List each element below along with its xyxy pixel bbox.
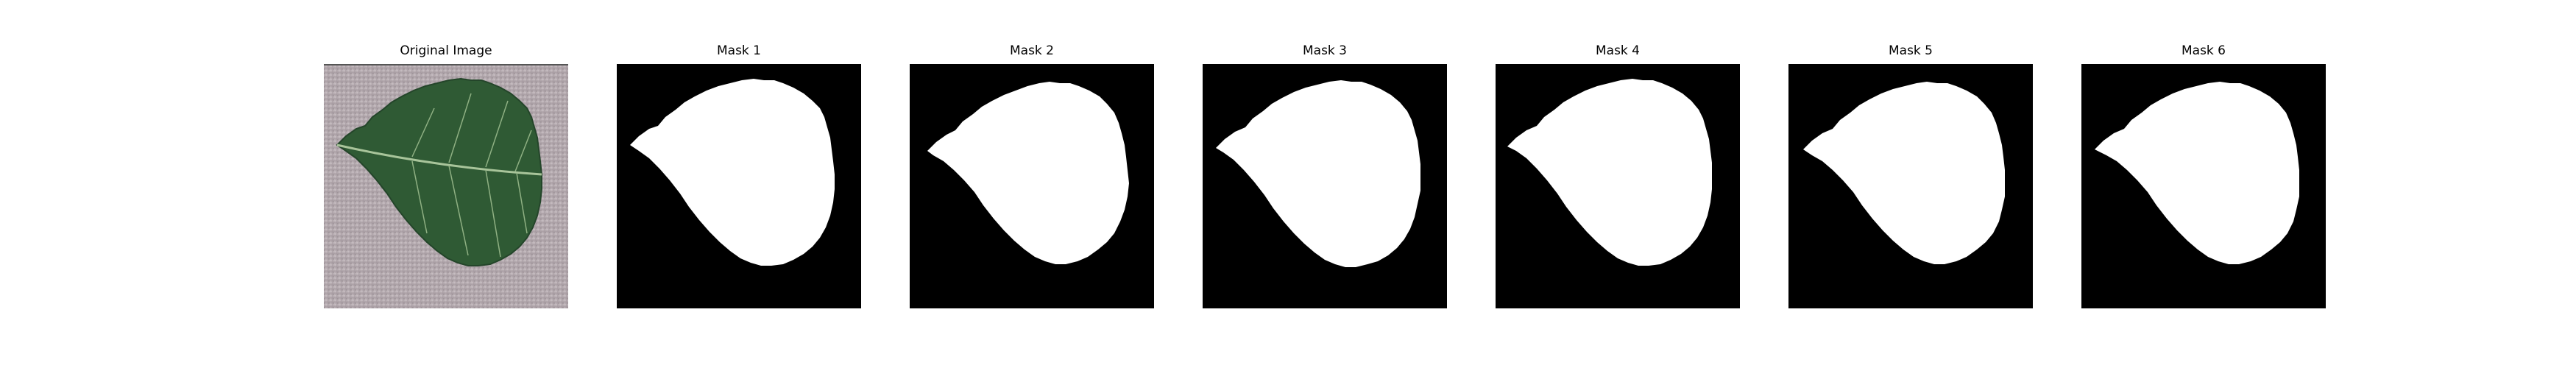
mask-5-panel: Mask 5: [1788, 0, 2033, 368]
panel-title: Mask 6: [2181, 43, 2226, 58]
mask-3-image: [1203, 64, 1447, 308]
mask-2-image: [910, 64, 1154, 308]
original-image-panel: Original Image: [324, 0, 568, 368]
mask-5-image: [1788, 64, 2033, 308]
panel-title: Original Image: [400, 43, 492, 58]
mask-3-panel: Mask 3: [1203, 0, 1447, 368]
mask-4-panel: Mask 4: [1496, 0, 1740, 368]
mask-6-image: [2081, 64, 2326, 308]
panel-title: Mask 3: [1302, 43, 1347, 58]
panel-title: Mask 4: [1595, 43, 1640, 58]
original-leaf-photo: [324, 64, 568, 308]
panel-title: Mask 2: [1009, 43, 1054, 58]
mask-2-panel: Mask 2: [910, 0, 1154, 368]
mask-1-panel: Mask 1: [617, 0, 861, 368]
panel-title: Mask 5: [1888, 43, 1933, 58]
mask-4-image: [1496, 64, 1740, 308]
mask-6-panel: Mask 6: [2081, 0, 2326, 368]
mask-1-image: [617, 64, 861, 308]
panel-title: Mask 1: [716, 43, 761, 58]
